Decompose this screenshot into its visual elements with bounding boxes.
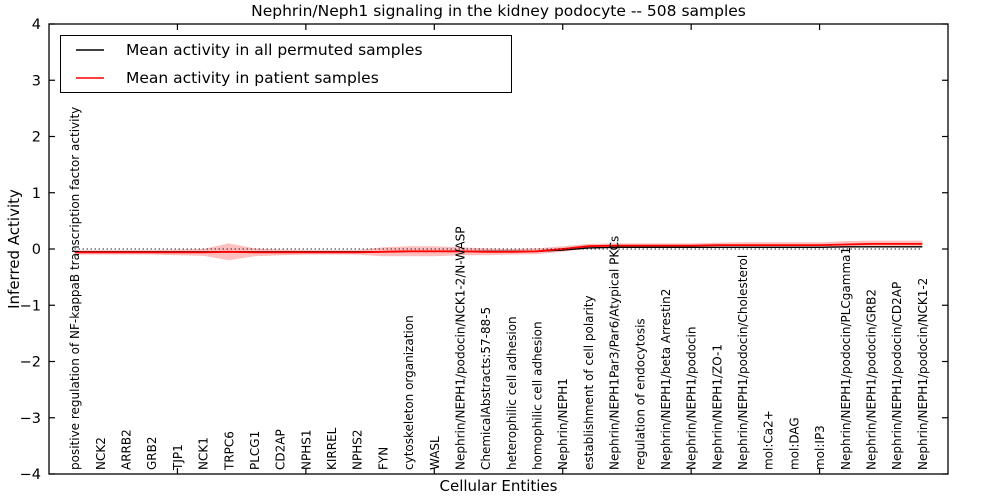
y-tick-label: 2 <box>32 130 41 146</box>
y-tick-label: −3 <box>20 411 41 427</box>
x-category-label: Nephrin/NEPH1Par3/Par6/Atypical PKCs <box>608 236 622 470</box>
x-category-label: GRB2 <box>145 436 159 470</box>
x-category-label: Nephrin/NEPH1 <box>556 378 570 470</box>
x-category-label: cytoskeleton organization <box>402 315 416 470</box>
x-category-label: mol:DAG <box>787 417 801 470</box>
x-category-label: Nephrin/NEPH1/podocin/NCK1-2/N-WASP <box>453 227 467 470</box>
x-category-label: heterophilic cell adhesion <box>505 316 519 470</box>
x-category-label: PLCG1 <box>248 431 262 470</box>
legend-box: Mean activity in all permuted samples Me… <box>60 35 512 93</box>
x-category-label: WASL <box>428 436 442 470</box>
x-category-label: Nephrin/NEPH1/beta Arrestin2 <box>659 289 673 470</box>
x-category-label: NPHS1 <box>299 430 313 471</box>
x-category-label: Nephrin/NEPH1/podocin <box>685 327 699 470</box>
series-line-patient <box>74 242 923 254</box>
x-category-label: NPHS2 <box>351 430 365 471</box>
x-category-label: positive regulation of NF-kappaB transcr… <box>68 107 82 470</box>
legend-item-permuted: Mean activity in all permuted samples <box>61 37 511 63</box>
legend-item-patient: Mean activity in patient samples <box>61 65 511 91</box>
x-category-label: NCK2 <box>94 437 108 470</box>
legend-label-patient: Mean activity in patient samples <box>126 68 379 87</box>
x-axis-label: Cellular Entities <box>439 477 558 495</box>
x-category-label: Nephrin/NEPH1/podocin/PLCgamma1 <box>839 247 853 470</box>
x-category-label: Nephrin/NEPH1/podocin/NCK1-2 <box>916 278 930 470</box>
x-category-label: CD2AP <box>274 429 288 470</box>
x-category-label: ChemicalAbstracts:57-88-5 <box>479 307 493 470</box>
x-category-label: regulation of endocytosis <box>633 318 647 470</box>
y-tick-label: 0 <box>32 242 41 258</box>
x-category-label: TJP1 <box>171 444 185 471</box>
x-category-label: NCK1 <box>197 437 211 470</box>
x-category-label: Nephrin/NEPH1/podocin/CD2AP <box>890 282 904 470</box>
y-tick-label: −1 <box>20 298 41 314</box>
x-category-label: Nephrin/NEPH1/ZO-1 <box>710 344 724 470</box>
x-category-label: TRPC6 <box>222 431 236 471</box>
x-category-label: establishment of cell polarity <box>582 295 596 470</box>
y-tick-label: −2 <box>20 355 41 371</box>
chart-title: Nephrin/Neph1 signaling in the kidney po… <box>251 2 746 20</box>
x-category-label: mol:Ca2+ <box>762 410 776 470</box>
x-category-label: Nephrin/NEPH1/podocin/Cholesterol <box>736 255 750 470</box>
legend-line-sample-permuted <box>76 49 104 52</box>
x-category-label: homophilic cell adhesion <box>531 321 545 470</box>
x-category-label: mol:IP3 <box>813 425 827 470</box>
x-category-label: Nephrin/NEPH1/podocin/GRB2 <box>864 289 878 470</box>
y-axis-label: Inferred Activity <box>5 189 23 309</box>
x-category-label: FYN <box>376 447 390 470</box>
legend-line-sample-patient <box>76 76 104 79</box>
x-category-label: KIRREL <box>325 427 339 470</box>
legend-label-permuted: Mean activity in all permuted samples <box>126 41 423 60</box>
y-tick-label: 3 <box>32 73 41 89</box>
y-tick-label: 1 <box>32 186 41 202</box>
y-tick-label: 4 <box>32 17 41 33</box>
confidence-band <box>74 240 923 261</box>
y-tick-label: −4 <box>20 467 41 483</box>
x-category-label: ARRB2 <box>120 429 134 470</box>
